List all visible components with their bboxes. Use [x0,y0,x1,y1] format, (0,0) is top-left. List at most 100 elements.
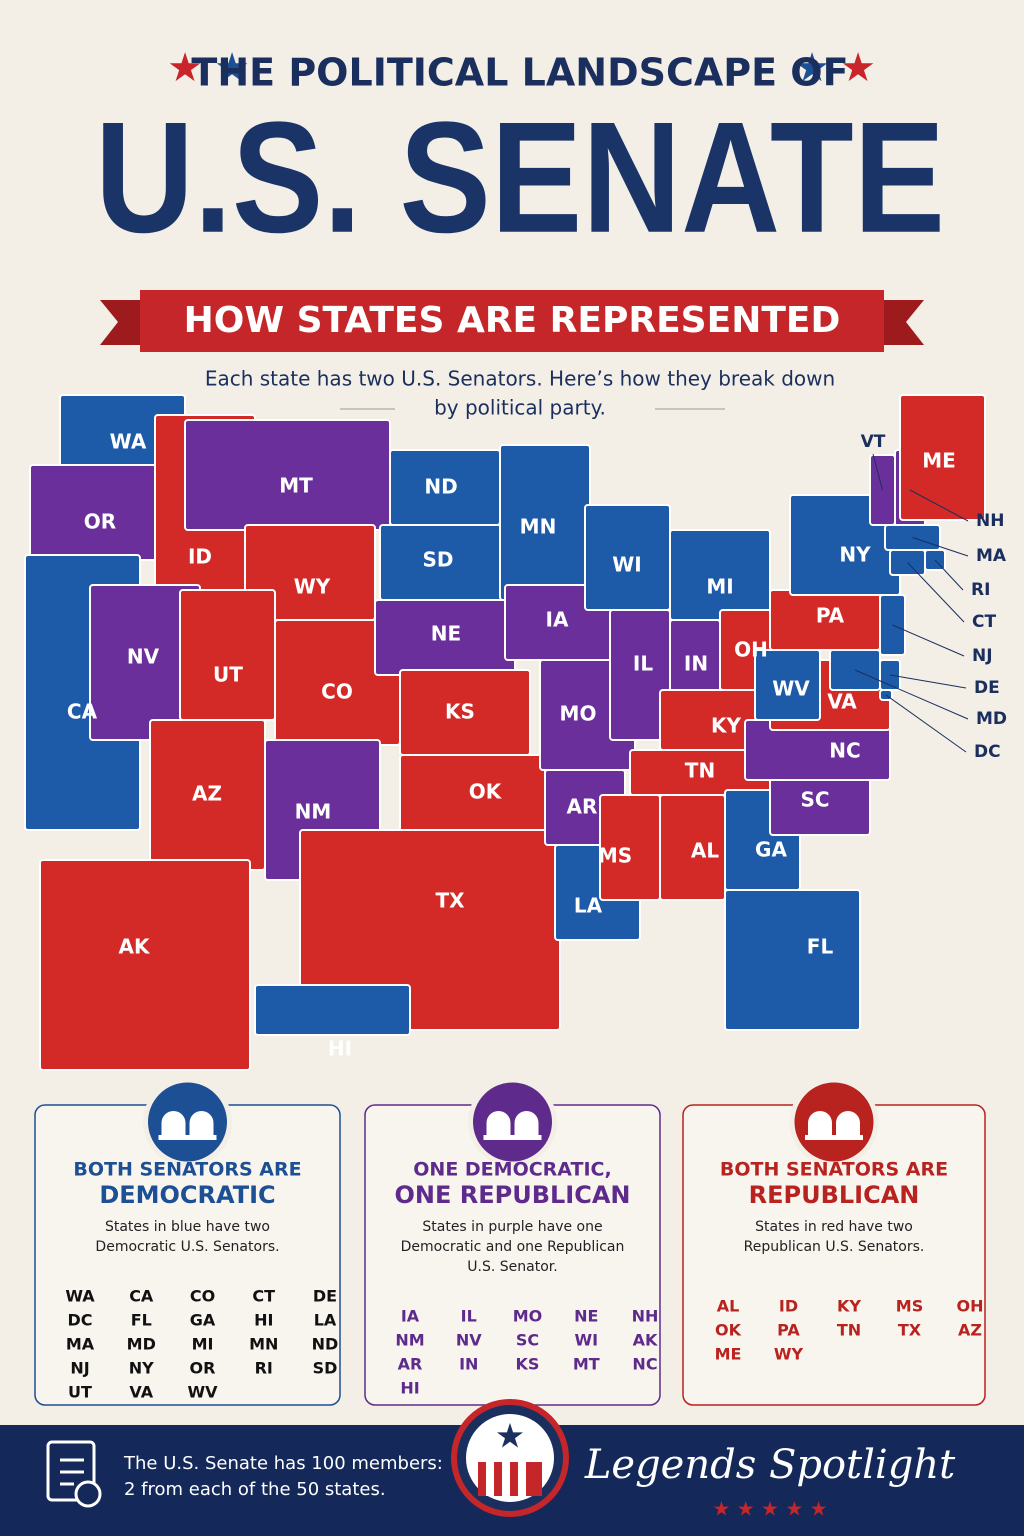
panel-state: ME [715,1345,742,1364]
panel-title: ONE REPUBLICAN [395,1181,631,1209]
subtitle: Each state has two U.S. Senators. Here’s… [205,367,835,391]
state-label: OH [734,638,768,662]
clipboard-icon [46,1440,102,1508]
state-label: PA [816,604,845,628]
callout-line [912,537,969,557]
state-label: HI [328,1037,352,1061]
state-shape [179,589,276,721]
panel-title: DEMOCRATIC [99,1181,275,1209]
callout-line [892,624,965,657]
state-label: KS [445,700,475,724]
callout-line [885,694,967,753]
state-label: MI [706,575,733,599]
state-label: RI [971,580,990,600]
state-shape [254,984,411,1036]
panel-state: WA [65,1287,95,1306]
panel-state: SC [516,1331,539,1350]
panel-state: LA [314,1311,337,1330]
panel-title: BOTH SENATORS ARE [720,1159,948,1181]
state-label: SC [800,788,829,812]
panel-state: NC [632,1355,657,1374]
state-label: VT [861,432,886,452]
panel-state: OR [190,1359,216,1378]
state-shape [724,889,861,1031]
panel-state: NH [632,1307,659,1326]
panel-state: NJ [70,1359,89,1378]
state-label: IL [633,652,653,676]
state-label: WV [772,677,810,701]
ribbon-tail [100,300,150,345]
state-label: NH [976,511,1004,531]
panel-description: U.S. Senator. [467,1259,557,1275]
dome-icon [808,1111,832,1135]
dome-base [511,1135,542,1140]
ribbon-tail [874,300,924,345]
panel-state: NY [129,1359,154,1378]
star: ★ [840,45,876,91]
header-stars: ★ ★ ★ ★ [167,45,876,91]
panel-state: CO [190,1287,215,1306]
panel-title: BOTH SENATORS ARE [73,1159,301,1181]
state-label: MD [976,709,1007,729]
state-label: OR [84,510,116,534]
emblem: ★ [451,1399,569,1517]
panel-state: GA [190,1311,216,1330]
brand: Legends Spotlight [584,1442,956,1488]
panel-description: Democratic and one Republican [401,1239,625,1255]
panel-state: MI [192,1335,214,1354]
panel-state: OK [715,1321,742,1340]
state-label: MT [279,474,313,498]
panel-state: AR [398,1355,423,1374]
subtitle: by political party. [434,396,606,420]
dome-base [483,1135,514,1140]
star: ★ [167,45,203,91]
state-label: ID [188,545,212,569]
panel-state: UT [68,1383,92,1402]
state-label: MN [520,515,557,539]
state-label: WY [294,575,331,599]
state-label: VA [827,690,857,714]
state-label: CA [67,700,98,724]
panel-icon [468,1077,557,1167]
dome-base [833,1135,863,1140]
panel-icon [143,1077,232,1167]
kicker: THE POLITICAL LANDSCAPE OF [191,51,848,95]
state-label: DC [974,742,1001,762]
state-label: CO [321,680,353,704]
panel-state: NV [456,1331,482,1350]
state-label: AR [567,795,598,819]
panel-state: NE [574,1307,598,1326]
panel-description: States in purple have one [422,1219,602,1235]
panel-state: IL [461,1307,477,1326]
panel-state: AL [717,1297,740,1316]
state-label: KY [711,714,741,738]
panel-description: Democratic U.S. Senators. [95,1239,279,1255]
state-label: FL [807,935,834,959]
panel-state: MD [127,1335,156,1354]
panel-title: ONE DEMOCRATIC, [413,1159,611,1181]
panel-state: IN [459,1355,478,1374]
dome-icon [189,1111,214,1135]
callout-line [907,562,965,623]
dome-base [805,1135,835,1140]
state-label: NE [431,622,461,646]
state-label: TN [685,759,715,783]
callout-line [854,669,969,720]
main-title: U.S. SENATE [95,90,945,266]
state-label: WI [612,553,642,577]
panel-state: MN [249,1335,278,1354]
dome-base [158,1135,189,1140]
state-label: NM [295,800,332,824]
panel-state: VA [129,1383,153,1402]
banner-text: HOW STATES ARE REPRESENTED [184,300,841,341]
panel-state: AK [633,1331,658,1350]
panel-state: WV [187,1383,218,1402]
state-label: IA [546,608,569,632]
state-label: MO [560,702,597,726]
svg-text:★: ★ [495,1417,525,1457]
panel-state: MT [573,1355,600,1374]
state-label: UT [213,663,243,687]
panel-state: MA [66,1335,95,1354]
panel-state: HI [400,1379,419,1398]
